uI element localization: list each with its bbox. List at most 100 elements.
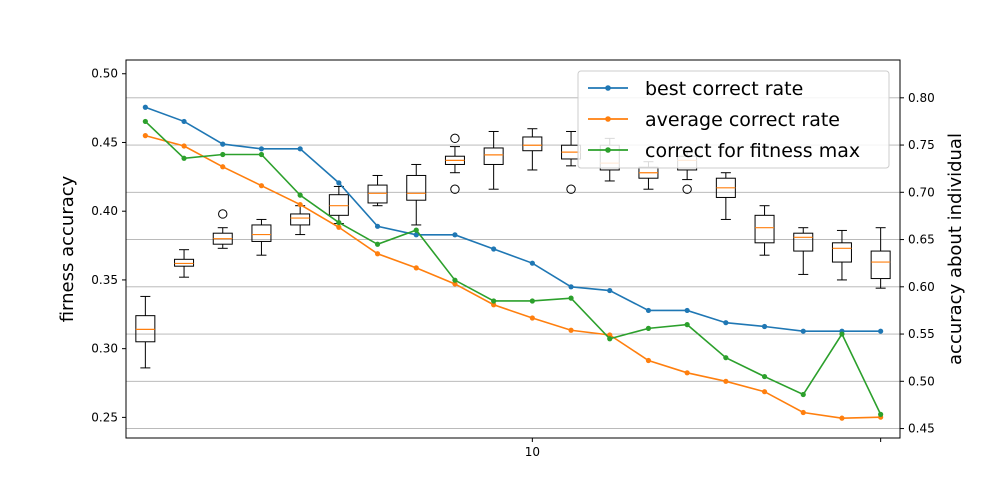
boxplot <box>870 227 891 289</box>
data-point <box>220 151 226 158</box>
box <box>522 136 543 152</box>
line-series <box>142 104 884 421</box>
data-point <box>645 325 652 331</box>
legend-box <box>577 70 890 169</box>
series-line <box>145 134 881 419</box>
legend-marker <box>605 85 611 91</box>
boxplot <box>174 249 195 278</box>
series-line <box>144 120 882 415</box>
boxplot <box>793 227 814 275</box>
data-point <box>142 118 148 125</box>
data-point <box>684 322 690 328</box>
boxplot <box>522 128 543 171</box>
boxplot <box>483 130 504 190</box>
box <box>174 258 195 267</box>
tick-label: 0.25 <box>91 410 118 424</box>
data-point <box>839 415 845 421</box>
legend: best correct rate average correct rate cor… <box>577 70 890 169</box>
data-point <box>878 328 884 334</box>
tick-label: 0.30 <box>91 342 118 356</box>
data-point <box>607 336 613 342</box>
data-point <box>529 260 535 266</box>
data-point <box>452 281 458 287</box>
series-line <box>145 106 881 333</box>
outlier <box>218 209 228 219</box>
legend-label: best correct rate <box>645 78 803 100</box>
box <box>251 224 272 242</box>
box <box>831 242 852 263</box>
boxplot <box>831 229 852 281</box>
boxplot <box>754 205 775 256</box>
data-point <box>491 246 497 252</box>
right-axis-label: accuracy about individual <box>945 133 966 365</box>
tick-label: 0.45 <box>908 422 935 436</box>
legend-item: average correct rate <box>588 109 840 131</box>
data-point <box>645 357 652 364</box>
box <box>754 214 775 244</box>
data-point <box>800 391 806 398</box>
data-point <box>413 232 419 238</box>
outlier <box>682 184 692 194</box>
data-point <box>142 133 148 139</box>
data-point <box>529 298 535 304</box>
data-point <box>413 265 419 271</box>
tick-label: 0.50 <box>908 374 935 388</box>
outlier <box>450 184 460 194</box>
data-point <box>413 227 419 233</box>
data-point <box>568 327 574 333</box>
data-point <box>258 151 265 158</box>
data-point <box>645 307 652 314</box>
box <box>793 232 814 252</box>
data-point <box>452 232 458 238</box>
outlier <box>450 133 460 144</box>
tick-label: 0.40 <box>91 204 118 218</box>
legend-label: correct for fitness max <box>645 140 860 162</box>
tick-label: 0.45 <box>91 135 118 149</box>
legend-item: correct for fitness max <box>588 140 860 162</box>
plot-frame <box>125 59 901 439</box>
data-point <box>800 409 806 416</box>
right-axis-gridlines <box>126 97 900 429</box>
data-point <box>723 355 729 361</box>
box <box>367 184 388 204</box>
boxplot <box>367 174 388 207</box>
box <box>406 174 427 201</box>
boxplot <box>135 295 156 369</box>
data-point <box>761 323 768 330</box>
data-point <box>529 315 535 321</box>
tick-label: 10 <box>525 445 540 459</box>
box <box>483 147 504 165</box>
tick-label: 0.60 <box>908 280 935 294</box>
boxplots <box>135 128 891 369</box>
data-point <box>723 320 729 326</box>
legend-label: average correct rate <box>645 109 840 131</box>
left-axis: 0.25 0.30 0.35 0.40 0.45 0.50 <box>91 67 126 424</box>
box <box>135 315 156 343</box>
data-point <box>374 251 381 257</box>
data-point <box>220 164 226 170</box>
series-best-correct-rate <box>142 104 884 334</box>
data-point <box>374 241 381 247</box>
data-point <box>181 143 187 149</box>
series-correct-for-fitness-max <box>142 118 884 417</box>
data-point <box>723 378 729 384</box>
data-point <box>878 411 884 417</box>
legend-marker <box>605 147 611 153</box>
data-point <box>336 180 342 186</box>
data-point <box>142 104 148 110</box>
data-point <box>452 277 458 283</box>
tick-label: 0.65 <box>908 233 935 247</box>
data-point <box>181 118 187 125</box>
left-axis-label: firness accuracy <box>57 175 78 322</box>
x-axis: 10 <box>525 438 882 459</box>
data-point <box>568 284 574 290</box>
boxplot <box>715 172 736 220</box>
data-point <box>761 389 768 395</box>
right-axis: 0.45 0.50 0.55 0.60 0.65 0.70 0.75 0.80 <box>900 91 935 436</box>
data-point <box>684 370 690 376</box>
data-point <box>491 302 497 308</box>
data-point <box>297 146 303 152</box>
data-point <box>297 201 303 208</box>
boxplot <box>251 218 272 256</box>
